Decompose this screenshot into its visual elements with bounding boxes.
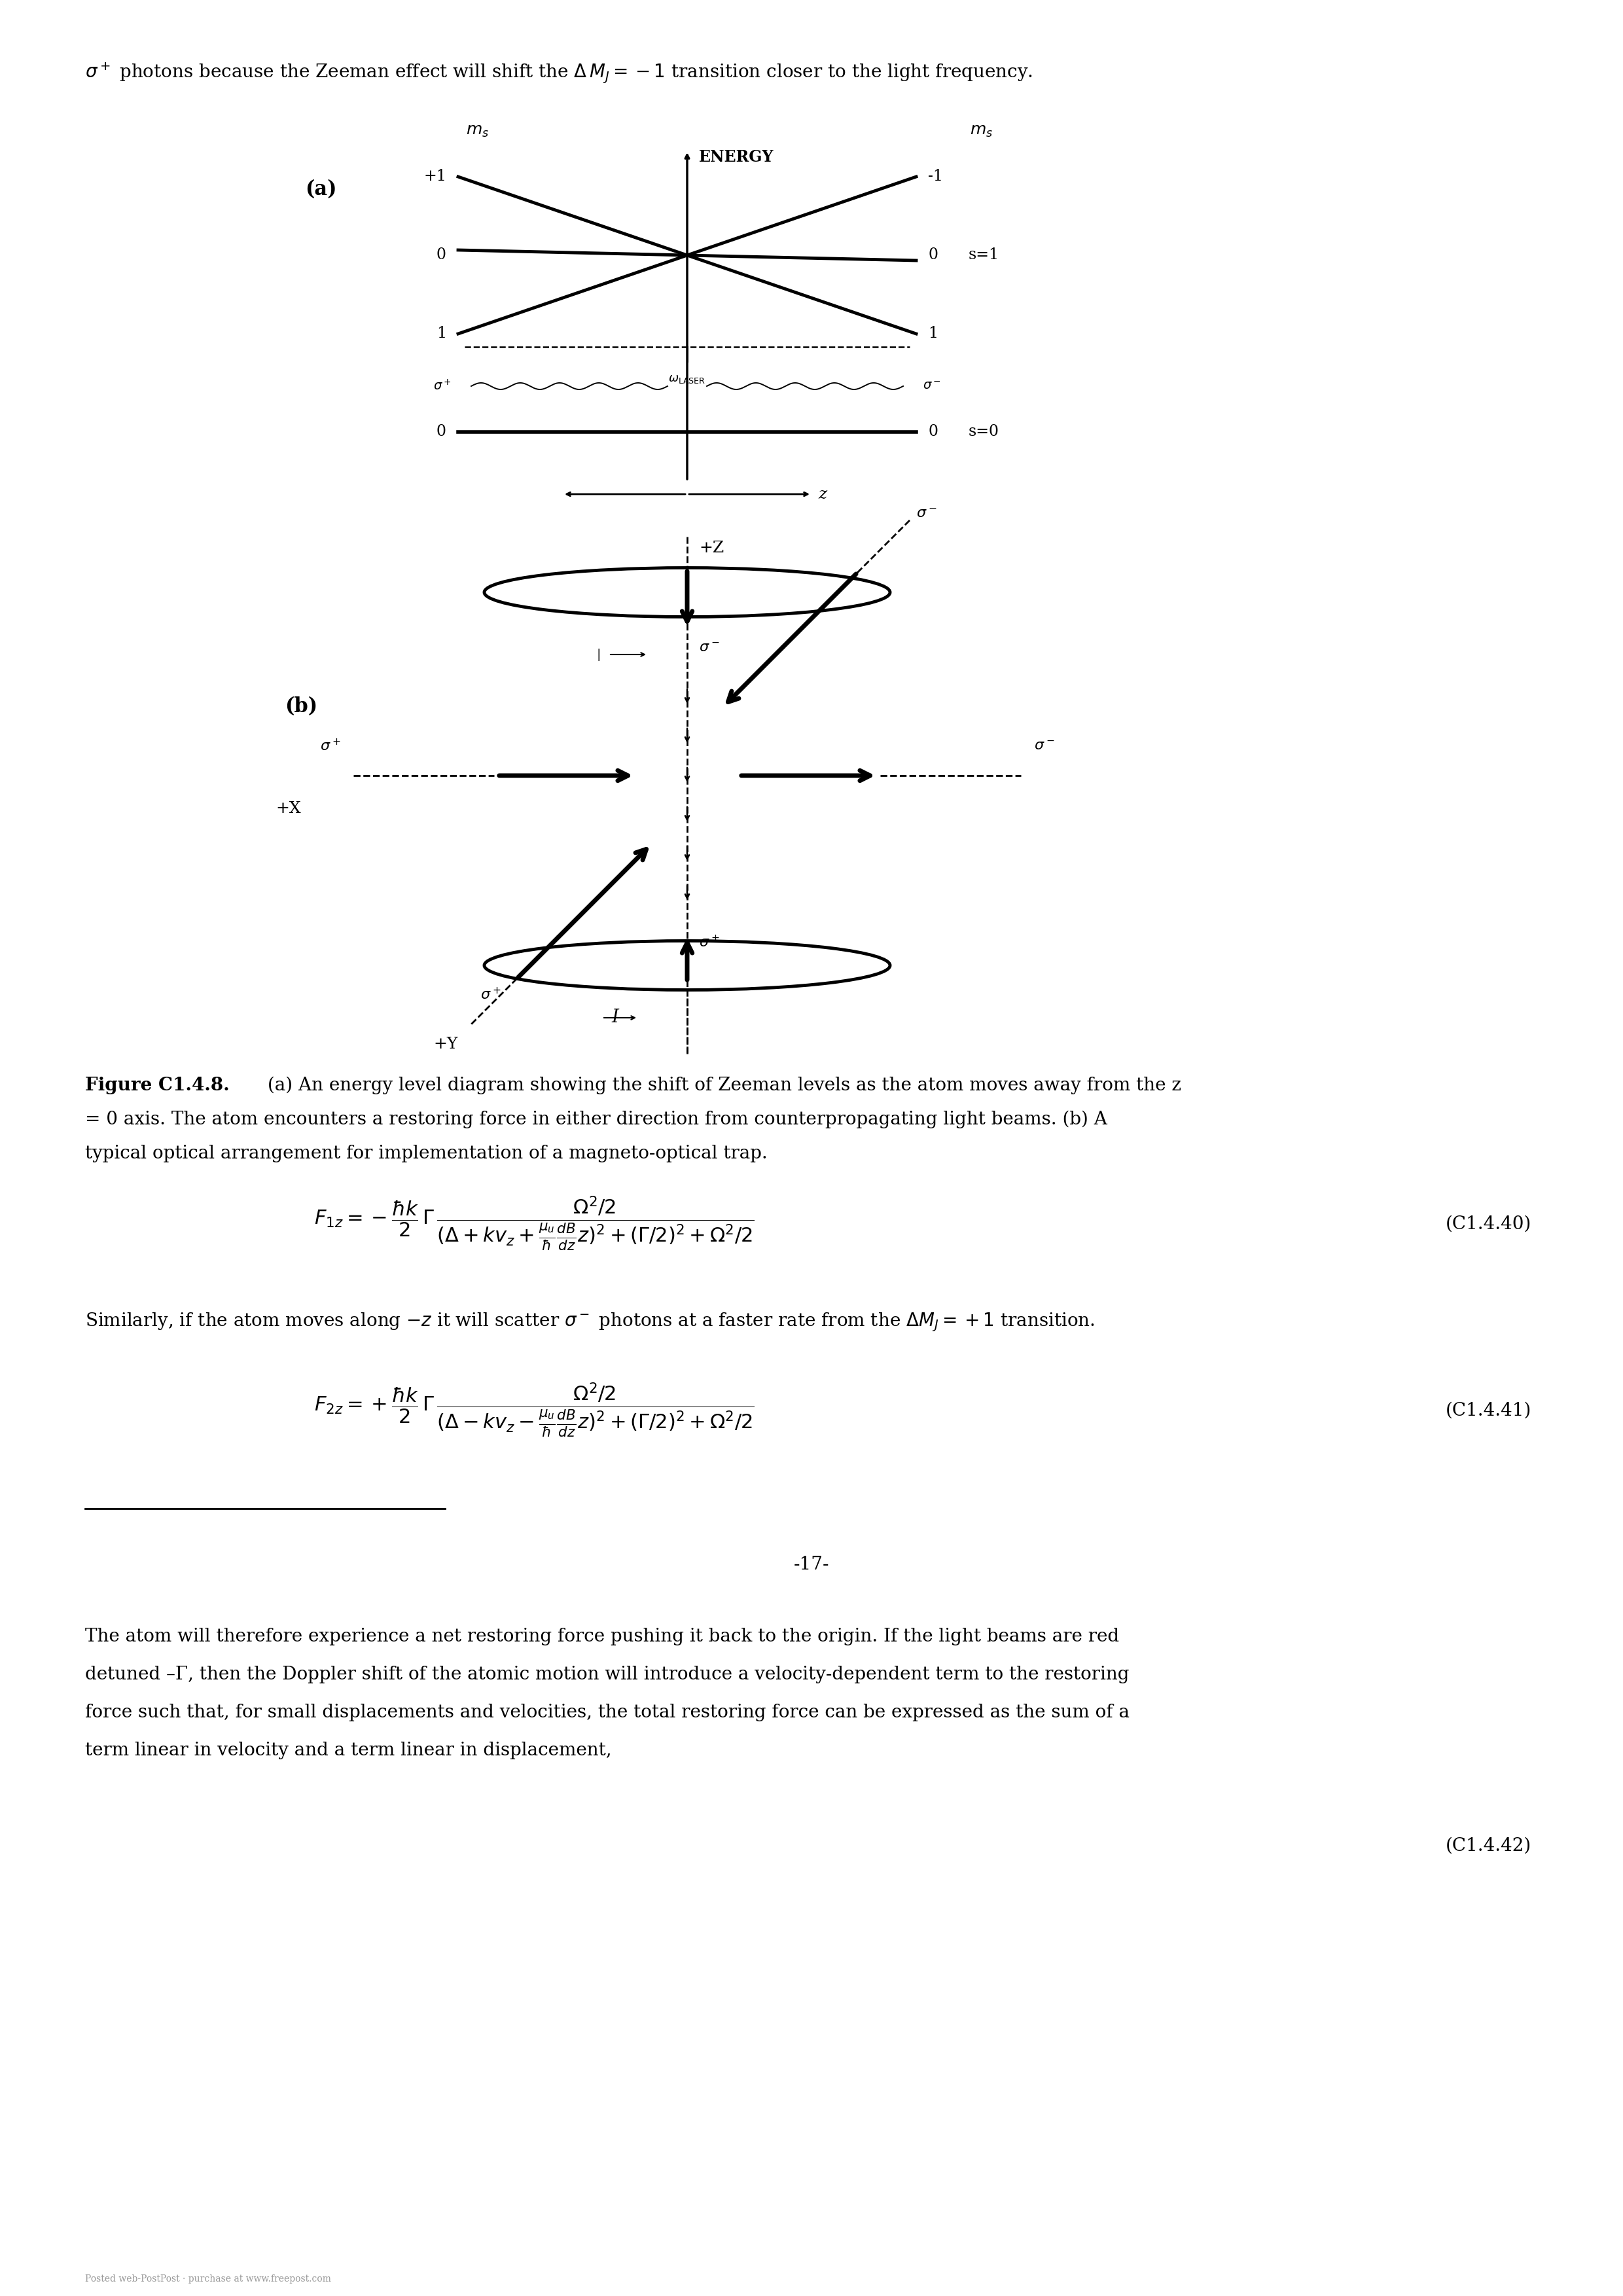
Text: (C1.4.42): (C1.4.42)	[1446, 1837, 1532, 1855]
Text: 1: 1	[928, 326, 938, 342]
Text: 0: 0	[928, 248, 938, 262]
Text: 1: 1	[437, 326, 446, 342]
Text: $m_s$: $m_s$	[971, 124, 993, 138]
Text: (b): (b)	[284, 696, 318, 716]
Text: (C1.4.40): (C1.4.40)	[1446, 1215, 1532, 1233]
Text: -17-: -17-	[794, 1554, 829, 1573]
Text: $\sigma^+$ photons because the Zeeman effect will shift the $\Delta\,M_J = -1$ t: $\sigma^+$ photons because the Zeeman ef…	[84, 62, 1032, 85]
Text: +Y: +Y	[433, 1035, 458, 1052]
Text: 0: 0	[437, 248, 446, 262]
Text: z: z	[818, 487, 826, 503]
Text: I: I	[612, 1008, 618, 1026]
Text: +X: +X	[276, 801, 300, 815]
Text: $\sigma^-$: $\sigma^-$	[1034, 739, 1055, 753]
Text: $F_{2z} = +\dfrac{\hbar k}{2}\,\Gamma\,\dfrac{\Omega^2/2}{(\Delta - kv_z - \frac: $F_{2z} = +\dfrac{\hbar k}{2}\,\Gamma\,\…	[315, 1382, 755, 1440]
Text: (C1.4.41): (C1.4.41)	[1446, 1401, 1532, 1419]
Text: $\sigma^+$: $\sigma^+$	[433, 379, 451, 393]
Text: s=0: s=0	[969, 425, 1000, 439]
Text: detuned –Γ, then the Doppler shift of the atomic motion will introduce a velocit: detuned –Γ, then the Doppler shift of th…	[84, 1665, 1130, 1683]
Text: 0: 0	[437, 425, 446, 439]
Text: The atom will therefore experience a net restoring force pushing it back to the : The atom will therefore experience a net…	[84, 1628, 1120, 1646]
Text: s=1: s=1	[969, 248, 1000, 262]
Text: +Z: +Z	[700, 542, 724, 556]
Text: ENERGY: ENERGY	[700, 149, 774, 165]
Text: $\sigma^-$: $\sigma^-$	[923, 381, 941, 393]
Text: Figure C1.4.8.: Figure C1.4.8.	[84, 1077, 229, 1095]
Text: 0: 0	[928, 425, 938, 439]
Text: $\sigma^+$: $\sigma^+$	[480, 987, 500, 1003]
Text: $F_{1z} = -\dfrac{\hbar k}{2}\,\Gamma\,\dfrac{\Omega^2/2}{(\Delta + kv_z + \frac: $F_{1z} = -\dfrac{\hbar k}{2}\,\Gamma\,\…	[315, 1194, 755, 1254]
Text: $\sigma^+$: $\sigma^+$	[320, 739, 341, 753]
Text: $m_s$: $m_s$	[466, 124, 489, 138]
Text: $\sigma^+$: $\sigma^+$	[700, 934, 719, 951]
Text: $\sigma^-$: $\sigma^-$	[917, 507, 936, 521]
Text: |: |	[597, 647, 601, 661]
Text: Posted web-PostPost · purchase at www.freepost.com: Posted web-PostPost · purchase at www.fr…	[84, 2275, 331, 2285]
Text: (a) An energy level diagram showing the shift of Zeeman levels as the atom moves: (a) An energy level diagram showing the …	[261, 1077, 1182, 1095]
Text: +1: +1	[424, 170, 446, 184]
Text: typical optical arrangement for implementation of a magneto-optical trap.: typical optical arrangement for implemen…	[84, 1146, 768, 1162]
Text: = 0 axis. The atom encounters a restoring force in either direction from counter: = 0 axis. The atom encounters a restorin…	[84, 1111, 1107, 1130]
Text: (a): (a)	[305, 179, 336, 200]
Text: $\omega_{\rm LASER}$: $\omega_{\rm LASER}$	[669, 372, 706, 386]
Text: -1: -1	[928, 170, 943, 184]
Text: Similarly, if the atom moves along $-z$ it will scatter $\sigma^-$ photons at a : Similarly, if the atom moves along $-z$ …	[84, 1311, 1096, 1334]
Text: term linear in velocity and a term linear in displacement,: term linear in velocity and a term linea…	[84, 1740, 612, 1759]
Text: force such that, for small displacements and velocities, the total restoring for: force such that, for small displacements…	[84, 1704, 1130, 1722]
Text: $\sigma^-$: $\sigma^-$	[700, 641, 719, 654]
